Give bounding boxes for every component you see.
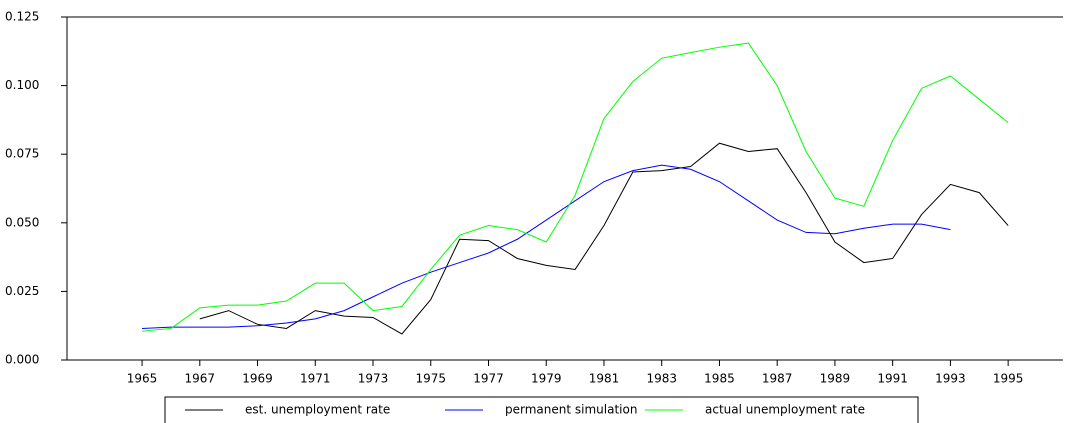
x-tick-label: 1967 xyxy=(185,372,216,386)
x-tick-label: 1983 xyxy=(646,372,677,386)
legend-label: permanent simulation xyxy=(505,403,637,417)
x-tick-label: 1989 xyxy=(820,372,851,386)
x-tick-label: 1969 xyxy=(242,372,273,386)
x-tick-label: 1991 xyxy=(877,372,908,386)
x-tick-label: 1995 xyxy=(993,372,1024,386)
x-tick-label: 1985 xyxy=(704,372,735,386)
series-line xyxy=(142,42,1009,332)
x-tick-label: 1993 xyxy=(935,372,966,386)
x-tick-label: 1981 xyxy=(589,372,620,386)
y-tick-label: 0.000 xyxy=(5,353,39,367)
x-tick-label: 1977 xyxy=(473,372,504,386)
legend-label: est. unemployment rate xyxy=(245,403,390,417)
y-tick-label: 0.100 xyxy=(5,78,39,92)
y-tick-label: 0.125 xyxy=(5,10,39,24)
x-tick-label: 1965 xyxy=(127,372,158,386)
y-tick-label: 0.050 xyxy=(5,215,39,229)
legend-box xyxy=(164,396,919,423)
x-tick-label: 1987 xyxy=(762,372,793,386)
x-tick-label: 1971 xyxy=(300,372,331,386)
legend-label: actual unemployment rate xyxy=(705,403,865,417)
x-tick-label: 1979 xyxy=(531,372,562,386)
series-line xyxy=(199,142,1009,335)
x-tick-label: 1975 xyxy=(415,372,446,386)
y-tick-label: 0.025 xyxy=(5,284,39,298)
y-tick-label: 0.075 xyxy=(5,147,39,161)
series-line xyxy=(142,164,951,329)
x-tick-label: 1973 xyxy=(358,372,389,386)
